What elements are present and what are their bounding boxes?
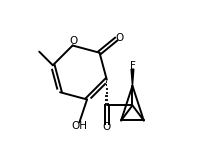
Text: OH: OH [72, 121, 88, 131]
Text: F: F [130, 61, 135, 71]
Text: O: O [103, 122, 111, 132]
Polygon shape [131, 69, 134, 86]
Text: O: O [69, 36, 77, 46]
Text: O: O [116, 33, 124, 43]
